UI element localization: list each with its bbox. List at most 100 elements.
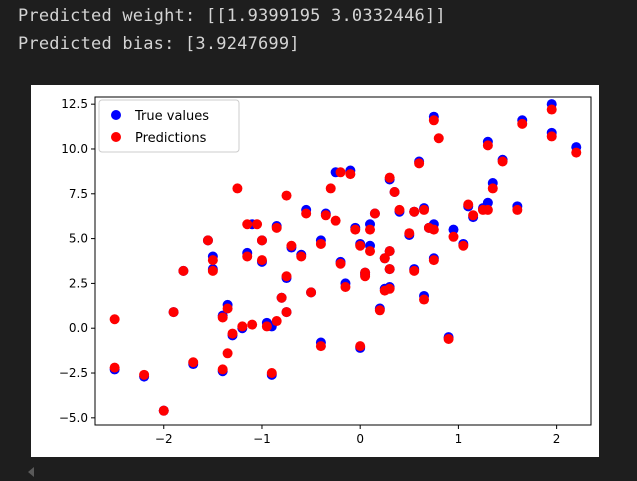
predictions-point [355,240,366,251]
predictions-point [458,240,469,251]
y-tick-label: 10.0 [61,142,88,156]
predictions-point [384,172,395,183]
true-values-point [448,224,459,235]
predictions-point [281,190,292,201]
predicted-bias-output: Predicted bias: [3.9247699] [18,34,300,54]
predictions-point [428,115,439,126]
predictions-point [379,253,390,264]
predictions-point [256,235,267,246]
predictions-point [482,140,493,151]
predictions-point [409,206,420,217]
predictions-point [188,357,199,368]
axes-frame [94,96,592,426]
legend-label-predictions: Predictions [135,131,207,146]
predictions-point [266,368,277,379]
predictions-point [222,303,233,314]
predictions-point [517,118,528,129]
predictions-point [345,169,356,180]
predictions-point [109,314,120,325]
predictions-point [365,246,376,257]
x-tick-label: 1 [455,432,463,446]
predictions-point [497,156,508,167]
y-tick-label: 0.0 [69,321,88,335]
predictions-point [271,222,282,233]
predictions-point [168,307,179,318]
predictions-point [320,210,331,221]
predictions-point [306,287,317,298]
predictions-point [340,281,351,292]
predictions-point [546,131,557,142]
predictions-point [222,348,233,359]
predictions-point [109,362,120,373]
plot-output: −2 −1 0 1 2 −5.0 −2.5 0.0 2.5 5.0 7.5 10.0 12.5 True … [31,85,599,457]
predictions-point [256,255,267,266]
predictions-point [419,204,430,215]
true-values-point [482,197,493,208]
predictions-point [350,224,361,235]
predictions-point [384,283,395,294]
predictions-point [271,316,282,327]
predictions-point [217,312,228,323]
predictions-point [315,341,326,352]
predictions-point [365,224,376,235]
predictions-point [374,305,385,316]
predictions-point [158,405,169,416]
predictions-point [301,208,312,219]
predictions-point [414,158,425,169]
predictions-point [443,333,454,344]
predictions-point [384,264,395,275]
predictions-point [428,255,439,266]
predictions-point [296,251,307,262]
predictions-point [335,167,346,178]
predictions-point [468,210,479,221]
predictions-point [355,341,366,352]
x-tick-label: −1 [253,432,271,446]
predictions-point [325,183,336,194]
y-tick-label: 7.5 [69,187,88,201]
predictions-point [207,255,218,266]
predictions-point [330,215,341,226]
predictions-point [389,186,400,197]
predictions-point [178,265,189,276]
predictions-point [276,292,287,303]
scroll-left-arrow-icon[interactable] [28,467,34,477]
predictions-point [433,133,444,144]
y-tick-label: 5.0 [69,232,88,246]
predictions-point [227,328,238,339]
predictions-point [482,204,493,215]
predictions-point [242,251,253,262]
predictions-point [487,183,498,194]
y-tick-label: 2.5 [69,276,88,290]
predictions-point [335,258,346,269]
predictions-point [428,224,439,235]
x-tick-label: 2 [553,432,561,446]
predictions-point [281,307,292,318]
predictions-point [512,204,523,215]
predictions-point [384,246,395,257]
predictions-point [247,319,258,330]
predictions-point [546,104,557,115]
predictions-point [360,271,371,282]
predictions-point [571,147,582,158]
predictions-point [261,321,272,332]
y-tick-label: −2.5 [59,366,88,380]
predictions-point [286,240,297,251]
predictions-point [217,364,228,375]
y-tick-label: −5.0 [59,411,88,425]
legend-label-true-values: True values [134,109,209,124]
predictions-point [394,204,405,215]
predictions-point [404,228,415,239]
predictions-point [242,219,253,230]
y-tick-label: 12.5 [61,97,88,111]
predictions-point [419,294,430,305]
legend-marker-predictions [111,132,121,142]
predictions-point [252,219,263,230]
predictions-point [463,199,474,210]
legend-marker-true-values [111,110,121,120]
scatter-chart: −2 −1 0 1 2 −5.0 −2.5 0.0 2.5 5.0 7.5 10.0 12.5 True … [59,96,592,446]
predictions-point [409,265,420,276]
predictions-point [369,208,380,219]
predictions-point [315,238,326,249]
predictions-point [232,183,243,194]
predictions-point [207,265,218,276]
